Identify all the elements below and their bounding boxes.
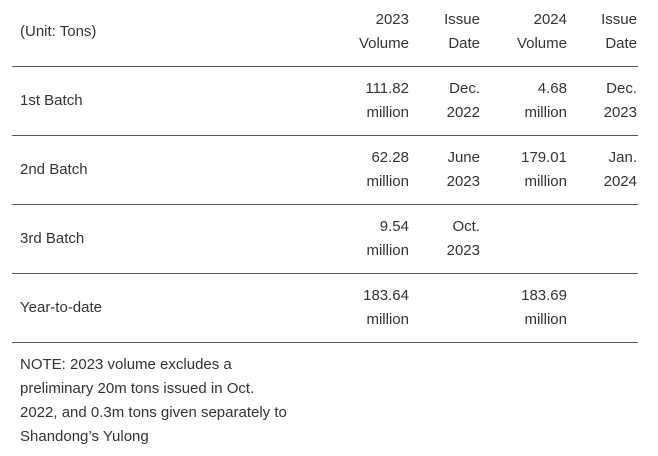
cell-text: million xyxy=(366,173,409,190)
cell-text: million xyxy=(524,311,567,328)
cell-text: 183.64 xyxy=(363,287,409,304)
row-label: 2nd Batch xyxy=(20,161,88,178)
row-divider xyxy=(12,273,638,274)
row-divider xyxy=(12,66,638,67)
cell-text: million xyxy=(524,104,567,121)
cell-text: 2023 xyxy=(446,242,480,259)
cell-text: 9.54 xyxy=(379,218,409,235)
cell-text: million xyxy=(366,242,409,259)
cell-text: million xyxy=(524,173,567,190)
cell-text: 2024 xyxy=(603,173,637,190)
column-header: Issue xyxy=(601,11,637,28)
cell-text: 2023 xyxy=(603,104,637,121)
column-header: Volume xyxy=(516,35,567,52)
unit-label: (Unit: Tons) xyxy=(20,23,97,40)
cell-text: 2023 xyxy=(446,173,480,190)
column-header: Date xyxy=(448,35,480,52)
column-header: Date xyxy=(605,35,637,52)
row-divider xyxy=(12,204,638,205)
row-label: 1st Batch xyxy=(20,92,83,109)
footnote: preliminary 20m tons issued in Oct. xyxy=(20,380,255,397)
cell-text: million xyxy=(366,104,409,121)
cell-text: Jan. xyxy=(608,149,637,166)
cell-text: Dec. xyxy=(606,80,637,97)
cell-text: Oct. xyxy=(452,218,480,235)
footnote: NOTE: 2023 volume excludes a xyxy=(20,356,232,373)
cell-text: 183.69 xyxy=(521,287,567,304)
footnote: 2022, and 0.3m tons given separately to xyxy=(20,404,287,421)
column-header: Issue xyxy=(444,11,480,28)
column-header: Volume xyxy=(358,35,409,52)
cell-text: 179.01 xyxy=(521,149,567,166)
column-header: 2023 xyxy=(375,11,409,28)
cell-text: Dec. xyxy=(449,80,480,97)
cell-text: 2022 xyxy=(446,104,480,121)
cell-text: 111.82 xyxy=(365,80,409,97)
cell-text: June xyxy=(447,149,480,166)
row-divider xyxy=(12,135,638,136)
row-label: 3rd Batch xyxy=(20,230,85,247)
row-label: Year-to-date xyxy=(20,299,103,316)
cell-text: million xyxy=(366,311,409,328)
cell-text: 4.68 xyxy=(537,80,567,97)
footnote: Shandong’s Yulong xyxy=(20,428,149,445)
row-divider xyxy=(12,342,638,343)
column-header: 2024 xyxy=(533,11,567,28)
cell-text: 62.28 xyxy=(371,149,409,166)
